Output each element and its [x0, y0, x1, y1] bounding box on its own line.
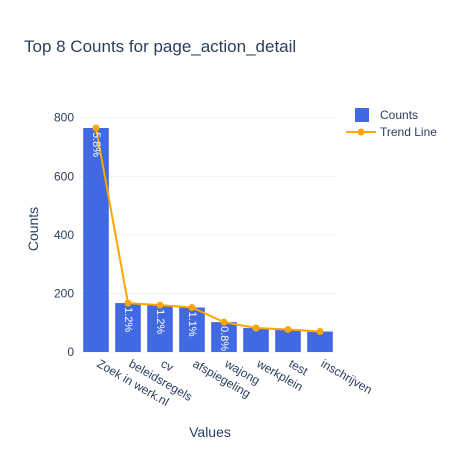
chart-title: Top 8 Counts for page_action_detail — [24, 37, 296, 56]
bar-data-label: 1.2% — [154, 309, 166, 334]
y-tick-label: 800 — [54, 111, 74, 125]
bar-6[interactable] — [275, 329, 301, 352]
y-axis-title: Counts — [25, 207, 41, 251]
trend-point-4[interactable] — [220, 318, 228, 326]
y-tick-label: 600 — [54, 169, 74, 183]
bar-data-label: 5.8% — [90, 132, 102, 157]
bar-data-label: 1.1% — [186, 311, 198, 336]
y-tick-label: 200 — [54, 286, 74, 300]
bar-5[interactable] — [243, 327, 269, 352]
bar-0[interactable] — [83, 127, 109, 352]
bar-3[interactable] — [179, 307, 205, 352]
trend-point-3[interactable] — [188, 303, 196, 311]
y-axis: 0 200 400 600 800 — [54, 111, 74, 359]
y-tick-label: 0 — [67, 345, 74, 359]
x-tick-label: inschrijven — [319, 356, 375, 396]
x-axis-title: Values — [189, 424, 231, 440]
trend-point-2[interactable] — [156, 301, 164, 309]
bar-7[interactable] — [307, 331, 333, 353]
trend-point-7[interactable] — [316, 328, 324, 335]
trend-point-0[interactable] — [92, 124, 100, 132]
bar-1[interactable] — [115, 303, 141, 352]
legend-item-trend-line[interactable]: Trend Line — [346, 125, 437, 139]
legend-label-counts: Counts — [380, 108, 418, 122]
legend-item-counts[interactable]: Counts — [355, 108, 418, 122]
legend[interactable]: Counts Trend Line — [346, 108, 437, 139]
bar-data-label: 1.2% — [122, 307, 134, 332]
bar-2[interactable] — [147, 305, 173, 352]
trend-point-6[interactable] — [284, 325, 292, 333]
bar-4[interactable] — [211, 322, 237, 352]
trend-point-1[interactable] — [124, 299, 132, 307]
trend-line — [95, 127, 321, 333]
bars — [83, 127, 333, 353]
trend-point-5[interactable] — [252, 324, 260, 332]
bar-data-label: 0.8% — [218, 326, 230, 351]
trend-line-group — [92, 124, 324, 335]
legend-marker-trend-line — [357, 128, 365, 136]
y-tick-label: 400 — [54, 228, 74, 242]
legend-swatch-counts — [355, 108, 369, 122]
legend-label-trend-line: Trend Line — [380, 125, 437, 139]
bar-labels: 5.8% 1.2% 1.2% 1.1% 0.8% — [90, 132, 230, 351]
